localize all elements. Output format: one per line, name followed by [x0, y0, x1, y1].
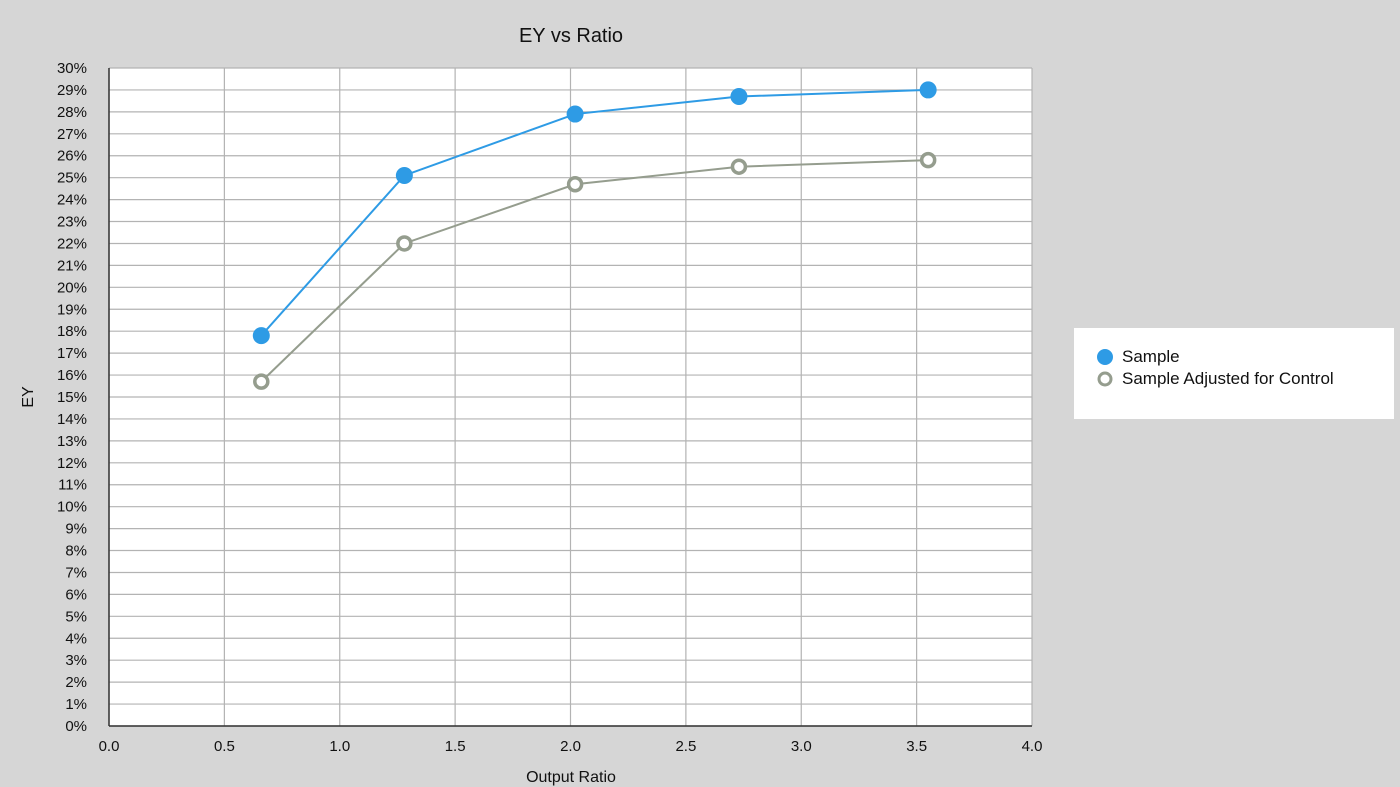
- y-tick-label: 28%: [57, 104, 87, 121]
- x-tick-label: 3.5: [906, 738, 927, 755]
- legend-label-sample: Sample: [1122, 347, 1180, 366]
- data-point-sample: [566, 105, 584, 123]
- y-tick-label: 10%: [57, 499, 87, 516]
- legend-item-adjusted: Sample Adjusted for Control: [1096, 369, 1334, 389]
- y-tick-label: 16%: [57, 367, 87, 384]
- x-tick-label: 0.5: [214, 738, 235, 755]
- legend-item-sample: Sample: [1096, 347, 1180, 367]
- y-tick-label: 23%: [57, 214, 87, 231]
- y-axis-label: EY: [20, 386, 37, 408]
- data-point-sample: [252, 327, 270, 345]
- data-point-adjusted: [566, 175, 584, 193]
- y-tick-label: 25%: [57, 170, 87, 187]
- y-tick-label: 11%: [58, 477, 87, 494]
- x-tick-label: 1.5: [445, 738, 466, 755]
- data-point-adjusted: [919, 151, 937, 169]
- x-axis-label: Output Ratio: [526, 769, 616, 786]
- y-tick-label: 22%: [57, 235, 87, 252]
- x-tick-label: 2.0: [560, 738, 581, 755]
- y-tick-label: 21%: [57, 257, 87, 274]
- data-point-sample: [919, 81, 937, 99]
- y-tick-label: 24%: [57, 192, 87, 209]
- y-tick-label: 26%: [57, 148, 87, 165]
- y-tick-label: 29%: [57, 82, 87, 99]
- y-tick-label: 12%: [57, 455, 87, 472]
- y-tick-label: 0%: [65, 718, 87, 735]
- data-point-adjusted: [730, 158, 748, 175]
- y-tick-label: 9%: [65, 521, 87, 538]
- y-tick-label: 19%: [57, 301, 87, 318]
- x-tick-label: 0.0: [99, 738, 120, 755]
- x-tick-label: 1.0: [329, 738, 350, 755]
- y-tick-label: 6%: [65, 586, 87, 603]
- y-tick-label: 27%: [57, 126, 87, 143]
- y-tick-label: 1%: [65, 696, 87, 713]
- y-tick-label: 15%: [57, 389, 87, 406]
- x-tick-label: 3.0: [791, 738, 812, 755]
- chart-title: EY vs Ratio: [519, 25, 623, 47]
- y-tick-label: 3%: [65, 652, 87, 669]
- y-tick-label: 7%: [65, 564, 87, 581]
- legend-marker-sample: [1097, 349, 1113, 365]
- data-point-sample: [730, 88, 748, 106]
- legend-marker-adjusted: [1097, 371, 1113, 387]
- legend-label-adjusted: Sample Adjusted for Control: [1122, 369, 1334, 388]
- x-tick-label: 2.5: [675, 738, 696, 755]
- data-point-adjusted: [396, 235, 413, 252]
- y-tick-label: 8%: [65, 543, 87, 560]
- y-tick-label: 13%: [57, 433, 87, 450]
- y-tick-label: 2%: [65, 674, 87, 691]
- y-tick-label: 5%: [65, 608, 87, 625]
- y-tick-label: 30%: [57, 60, 87, 77]
- y-tick-label: 14%: [57, 411, 87, 428]
- legend: Sample Sample Adjusted for Control: [1074, 328, 1394, 419]
- y-tick-label: 4%: [65, 630, 87, 647]
- y-tick-label: 20%: [57, 279, 87, 296]
- x-tick-label: 4.0: [1022, 738, 1043, 755]
- data-point-sample: [395, 166, 413, 184]
- y-tick-label: 17%: [57, 345, 87, 362]
- data-point-adjusted: [253, 373, 270, 390]
- y-tick-label: 18%: [57, 323, 87, 340]
